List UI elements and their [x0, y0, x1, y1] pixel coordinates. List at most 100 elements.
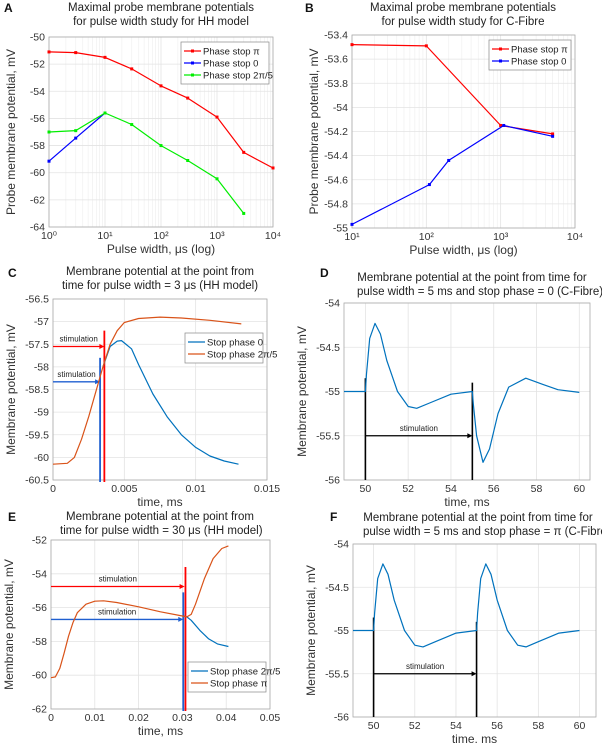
y-tick-label: -54 — [30, 86, 45, 98]
y-axis-label: Membrane potential, mV — [2, 559, 16, 690]
y-tick-label: -58.5 — [25, 384, 49, 396]
y-tick-label: -54.8 — [324, 198, 348, 210]
data-point — [447, 158, 451, 162]
legend-marker — [499, 47, 502, 51]
x-tick-label: 0.05 — [260, 712, 281, 724]
y-tick-label: -54 — [32, 568, 47, 580]
data-point — [215, 177, 219, 181]
x-tick-label: 56 — [491, 720, 503, 732]
title-line: pulse width = 5 ms and stop phase = 0 (C… — [357, 286, 602, 298]
legend-entry: Phase stop 0 — [511, 57, 566, 68]
data-point — [47, 50, 51, 54]
data-point — [350, 222, 354, 226]
chart-d: 50 52 54 56 58 60 -56 -55.5 -55 -54.5 -54 time, ms M… — [295, 298, 591, 509]
series-line — [102, 340, 239, 465]
x-axis-label: Pulse width, μs (log) — [107, 242, 215, 256]
y-axis-label: Membrane potential, mV — [304, 565, 318, 696]
x-axis-label: time, ms — [138, 724, 183, 738]
title-line: Membrane potential at the point from — [66, 266, 254, 278]
legend-entry: Phase stop π — [511, 45, 568, 56]
series-line — [344, 322, 580, 463]
legend-marker — [191, 49, 194, 53]
y-tick-label: -58 — [32, 636, 47, 648]
y-tick-label: -60 — [30, 167, 45, 179]
data-point — [551, 134, 555, 138]
legend-entry: Stop phase π — [210, 679, 268, 690]
x-tick-label: 10¹ — [344, 231, 360, 243]
title-line: for pulse width study for C-Fibre — [381, 16, 545, 28]
x-axis-label: time, ms — [444, 495, 489, 509]
title-line: for pulse width study for HH model — [73, 16, 249, 28]
x-tick-label: 54 — [450, 720, 462, 732]
y-tick-label: -56 — [325, 475, 340, 487]
data-point — [499, 123, 503, 127]
x-tick-label: 10¹ — [97, 230, 113, 242]
y-tick-label: -64 — [30, 222, 45, 234]
chart-a: 10⁰ 10¹ 10² 10³ 10⁴ -64 -62 -60 -58 -56 -54 -52 -50 P… — [4, 32, 281, 257]
x-tick-label: 50 — [360, 483, 372, 495]
data-point — [427, 183, 431, 187]
legend-box — [488, 39, 572, 71]
y-tick-label: -62 — [30, 194, 45, 206]
y-tick-label: -58 — [34, 361, 49, 373]
y-tick-label: -54 — [333, 102, 348, 114]
arrowhead-icon — [95, 379, 101, 385]
panel-d-title: Membrane potential at the point from tim… — [357, 271, 602, 299]
y-tick-label: -55 — [333, 223, 348, 235]
x-tick-label: 10² — [153, 230, 169, 242]
title-line: Maximal probe membrane potentials — [369, 2, 556, 14]
y-tick-label: -55 — [334, 625, 349, 637]
x-tick-label: 0 — [48, 712, 54, 724]
y-tick-label: -58 — [30, 140, 45, 152]
title-line: Maximal probe membrane potentials — [67, 2, 254, 14]
arrowhead-icon — [178, 616, 184, 622]
panel-letter-c: C — [8, 266, 17, 280]
panel-a-title: Maximal probe membrane potentials for pul… — [61, 1, 261, 29]
data-point — [271, 166, 275, 170]
y-tick-label: -54.2 — [324, 126, 348, 138]
y-tick-label: -54.5 — [316, 342, 340, 354]
chart-f: 50 52 54 56 58 60 -56 -55.5 -55 -54.5 -54 time, ms M… — [304, 539, 597, 743]
legend-entry: Phase stop 0 — [203, 59, 258, 70]
x-tick-label: 10⁴ — [265, 230, 281, 242]
data-point — [159, 144, 163, 148]
axes-box — [50, 539, 271, 710]
data-point — [242, 150, 246, 154]
y-tick-label: -60 — [32, 670, 47, 682]
x-tick-label: 10² — [419, 231, 435, 243]
y-tick-label: -60.5 — [25, 475, 49, 487]
stimulation-label: stimulation — [60, 335, 98, 344]
y-axis-label: Membrane potential, mV — [295, 326, 309, 457]
x-tick-label: 58 — [532, 720, 544, 732]
data-point — [130, 123, 134, 127]
title-line: Membrane potential at the point from tim… — [357, 272, 587, 284]
data-point — [47, 159, 51, 163]
x-tick-label: 10⁰ — [41, 230, 58, 242]
x-tick-label: 0.01 — [185, 483, 206, 495]
title-line: Membrane potential at the point from tim… — [363, 512, 593, 524]
x-tick-label: 56 — [488, 483, 500, 495]
panel-letter-f: F — [330, 510, 338, 524]
panel-letter-d: D — [320, 266, 329, 280]
x-tick-label: 0 — [50, 483, 56, 495]
x-tick-label: 0.03 — [172, 712, 193, 724]
y-tick-label: -53.8 — [324, 78, 348, 90]
stimulation-label: stimulation — [99, 574, 137, 583]
series-line — [351, 44, 553, 135]
data-point — [130, 67, 134, 71]
y-tick-label: -56 — [30, 113, 45, 125]
x-axis-label: time, ms — [137, 495, 182, 509]
x-tick-label: 50 — [368, 720, 380, 732]
panel-c-title: Membrane potential at the point from time… — [60, 265, 260, 293]
title-line: pulse width = 5 ms and stop phase = π (C… — [363, 526, 602, 538]
y-tick-label: -56.5 — [25, 294, 49, 306]
y-tick-label: -54.4 — [324, 150, 348, 162]
data-point — [103, 111, 107, 115]
y-tick-label: -54 — [325, 298, 340, 310]
y-tick-label: -53.6 — [324, 54, 348, 66]
title-line: time for pulse width = 3 μs (HH model) — [61, 280, 259, 292]
y-tick-label: -62 — [32, 704, 47, 716]
x-tick-label: 58 — [531, 483, 543, 495]
